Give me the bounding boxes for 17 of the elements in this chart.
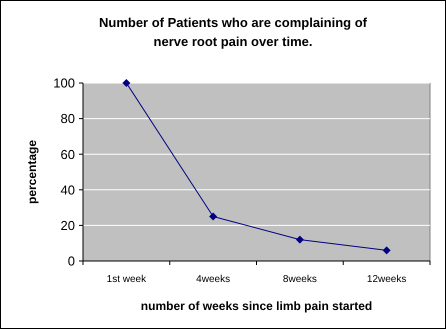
y-tick-label: 60 (60, 146, 75, 162)
x-tick-label: 12weeks (366, 274, 406, 285)
y-axis-title: percentage (25, 140, 39, 204)
y-tick-label: 80 (60, 111, 75, 126)
y-tick-label: 100 (53, 76, 75, 91)
point (296, 236, 304, 244)
chart-title: Number of Patients who are complaining of nerve root pain over time. (99, 15, 368, 49)
point (209, 212, 218, 220)
y-tick-label: 20 (60, 218, 75, 233)
x-tick-label: 4weeks (196, 274, 230, 285)
point (382, 246, 391, 254)
x-axis-title: number of weeks since limb pain started (140, 299, 372, 313)
y-tick-label: 40 (60, 182, 75, 198)
point (122, 79, 130, 87)
y-tick-label: 0 (68, 254, 75, 269)
x-tick-label: 1st week (106, 274, 148, 285)
x-tick-label: 8weeks (282, 274, 317, 285)
